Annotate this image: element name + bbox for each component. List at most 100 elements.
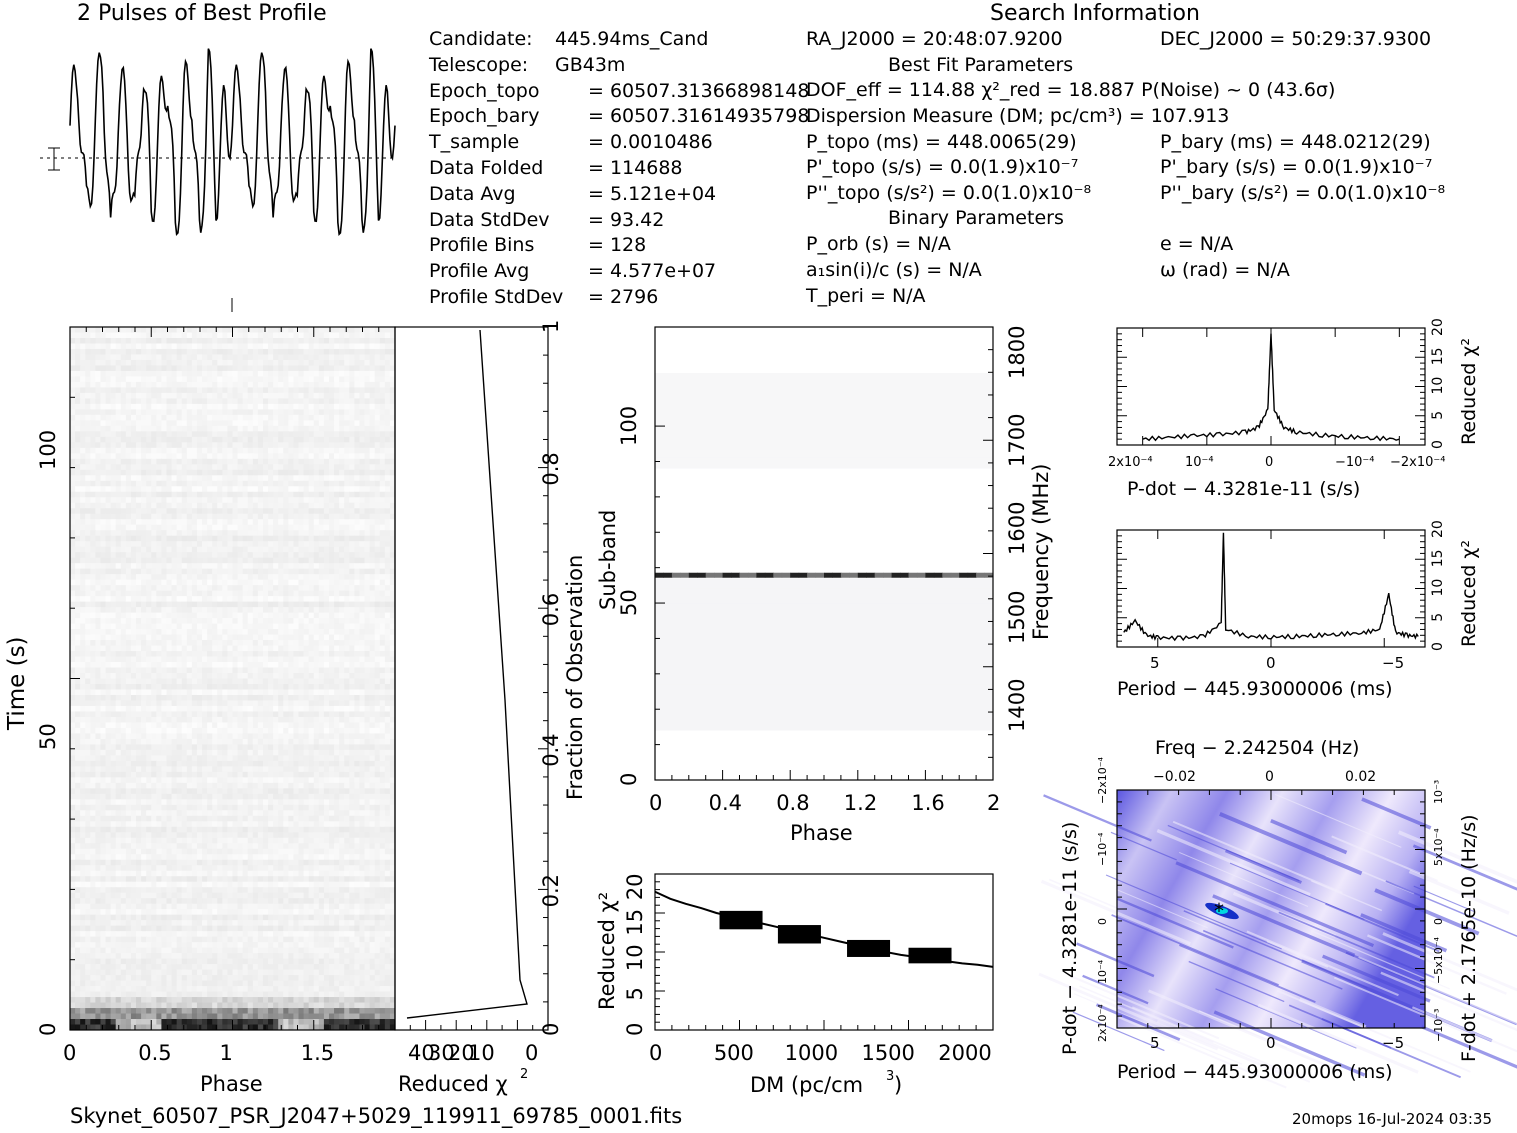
time-phase-cell — [374, 535, 381, 542]
time-phase-cell — [339, 689, 345, 696]
time-phase-cell — [217, 733, 223, 740]
time-phase-cell — [125, 733, 132, 740]
time-phase-cell — [80, 376, 86, 383]
time-phase-cell — [191, 480, 198, 487]
time-phase-cell — [257, 376, 264, 383]
time-phase-cell — [252, 530, 259, 537]
time-phase-cell — [232, 381, 239, 388]
time-phase-cell — [278, 629, 284, 636]
time-phase-cell — [105, 552, 112, 559]
time-phase-cell — [283, 376, 289, 383]
time-phase-cell — [136, 414, 142, 421]
time-phase-cell — [191, 618, 198, 625]
time-phase-cell — [268, 557, 274, 564]
time-phase-cell — [90, 645, 96, 652]
time-phase-cell — [207, 436, 213, 443]
time-phase-cell — [90, 464, 96, 471]
time-phase-cell — [125, 667, 132, 674]
time-phase-cell — [80, 359, 86, 366]
time-phase-cell — [247, 480, 254, 487]
time-phase-cell — [283, 546, 289, 553]
time-phase-cell — [120, 442, 127, 449]
time-phase-cell — [379, 475, 386, 482]
time-phase-cell — [181, 546, 188, 553]
time-phase-cell — [379, 705, 386, 712]
time-phase-cell — [95, 354, 101, 361]
time-phase-cell — [217, 447, 223, 454]
time-phase-cell — [364, 651, 371, 658]
info-left-label: Profile Avg — [429, 260, 530, 283]
time-phase-cell — [283, 563, 289, 570]
time-phase-cell — [120, 623, 127, 630]
time-phase-cell — [354, 497, 360, 504]
time-phase-cell — [151, 585, 157, 592]
time-phase-cell — [90, 425, 96, 432]
time-phase-cell — [303, 480, 310, 487]
time-phase-cell — [308, 552, 315, 559]
time-phase-cell — [207, 590, 213, 597]
time-phase-cell — [369, 744, 376, 751]
time-phase-cell — [125, 607, 132, 614]
time-phase-cell — [186, 612, 193, 619]
time-phase-cell — [313, 376, 320, 383]
time-phase-cell — [247, 612, 254, 619]
time-phase-cell — [222, 612, 228, 619]
time-phase-cell — [262, 359, 269, 366]
time-phase-cell — [120, 431, 127, 438]
time-phase-cell — [344, 722, 350, 729]
time-phase-cell — [130, 705, 137, 712]
time-phase-cell — [212, 645, 218, 652]
time-phase-cell — [110, 442, 117, 449]
time-phase-cell — [110, 327, 117, 333]
time-phase-cell — [293, 337, 300, 344]
time-phase-cell — [237, 327, 244, 333]
time-phase-cell — [95, 623, 101, 630]
time-phase-cell — [202, 568, 208, 575]
time-phase-cell — [125, 711, 132, 718]
time-phase-cell — [308, 557, 315, 564]
time-phase-cell — [262, 618, 269, 625]
time-phase-cell — [125, 749, 132, 756]
time-phase-cell — [374, 486, 381, 493]
time-phase-cell — [161, 354, 167, 361]
time-phase-cell — [125, 442, 132, 449]
time-phase-cell — [95, 370, 101, 377]
time-phase-cell — [247, 557, 254, 564]
time-phase-cell — [90, 700, 96, 707]
time-phase-cell — [318, 673, 325, 679]
time-phase-cell — [186, 332, 193, 339]
time-phase-cell — [364, 716, 371, 723]
time-phase-cell — [323, 557, 330, 564]
time-phase-cell — [212, 651, 218, 658]
time-phase-cell — [298, 623, 305, 630]
time-phase-cell — [303, 381, 310, 388]
time-phase-cell — [207, 486, 213, 493]
time-phase-cell — [344, 727, 350, 734]
time-phase-cell — [125, 678, 132, 685]
time-phase-cell — [374, 420, 381, 427]
time-phase-cell — [130, 733, 137, 740]
time-phase-cell — [202, 662, 208, 669]
time-phase-cell — [354, 464, 360, 471]
time-phase-cell — [262, 711, 269, 718]
time-phase-cell — [120, 738, 127, 745]
time-phase-cell — [278, 640, 284, 647]
time-phase-cell — [202, 491, 208, 498]
time-phase-cell — [136, 541, 142, 548]
time-phase-cell — [115, 568, 122, 575]
time-phase-cell — [369, 662, 376, 669]
time-phase-cell — [323, 486, 330, 493]
time-phase-cell — [283, 738, 289, 745]
time-phase-cell — [191, 683, 198, 690]
time-phase-cell — [191, 596, 198, 603]
time-phase-cell — [212, 524, 218, 531]
time-phase-cell — [369, 337, 376, 344]
time-phase-cell — [232, 480, 239, 487]
time-phase-cell — [202, 447, 208, 454]
time-phase-cell — [354, 607, 360, 614]
time-phase-cell — [95, 727, 101, 734]
time-phase-cell — [217, 453, 223, 460]
time-phase-cell — [100, 464, 107, 471]
time-phase-cell — [252, 629, 259, 636]
time-phase-cell — [141, 596, 147, 603]
